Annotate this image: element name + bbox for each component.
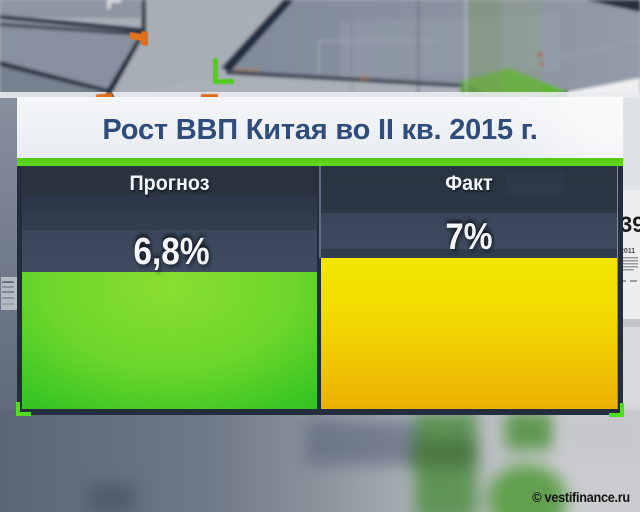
svg-text:2011: 2011	[620, 248, 635, 255]
svg-text:39: 39	[620, 212, 640, 237]
